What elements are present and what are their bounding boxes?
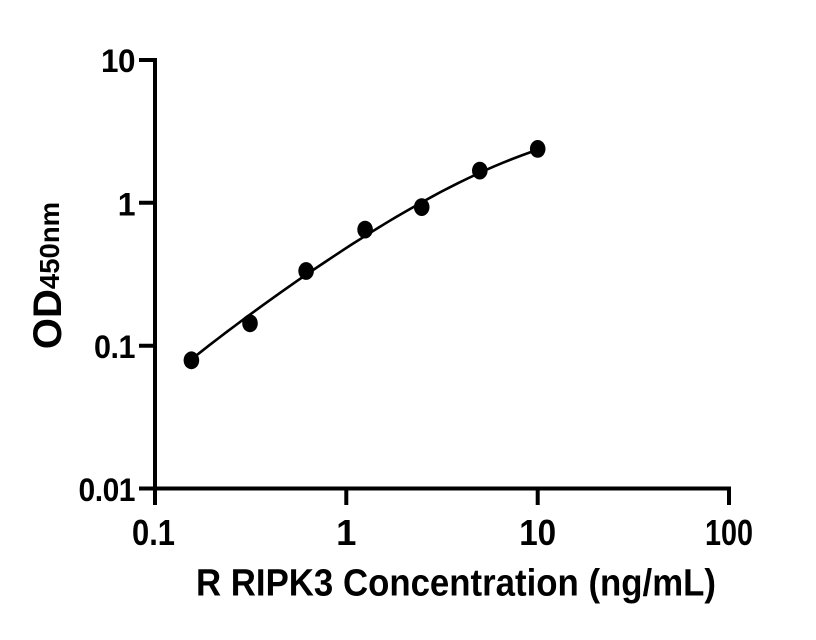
svg-text:1: 1 [336, 512, 356, 553]
svg-text:100: 100 [705, 512, 753, 553]
svg-text:0.1: 0.1 [132, 512, 175, 553]
svg-text:R RIPK3 Concentration (ng/mL): R RIPK3 Concentration (ng/mL) [196, 563, 716, 605]
svg-text:10: 10 [101, 43, 135, 79]
svg-text:0.01: 0.01 [79, 472, 136, 508]
svg-text:1: 1 [118, 186, 135, 222]
svg-text:10: 10 [519, 512, 556, 553]
svg-text:0.1: 0.1 [94, 329, 135, 365]
svg-text:OD450nm: OD450nm [26, 202, 70, 349]
